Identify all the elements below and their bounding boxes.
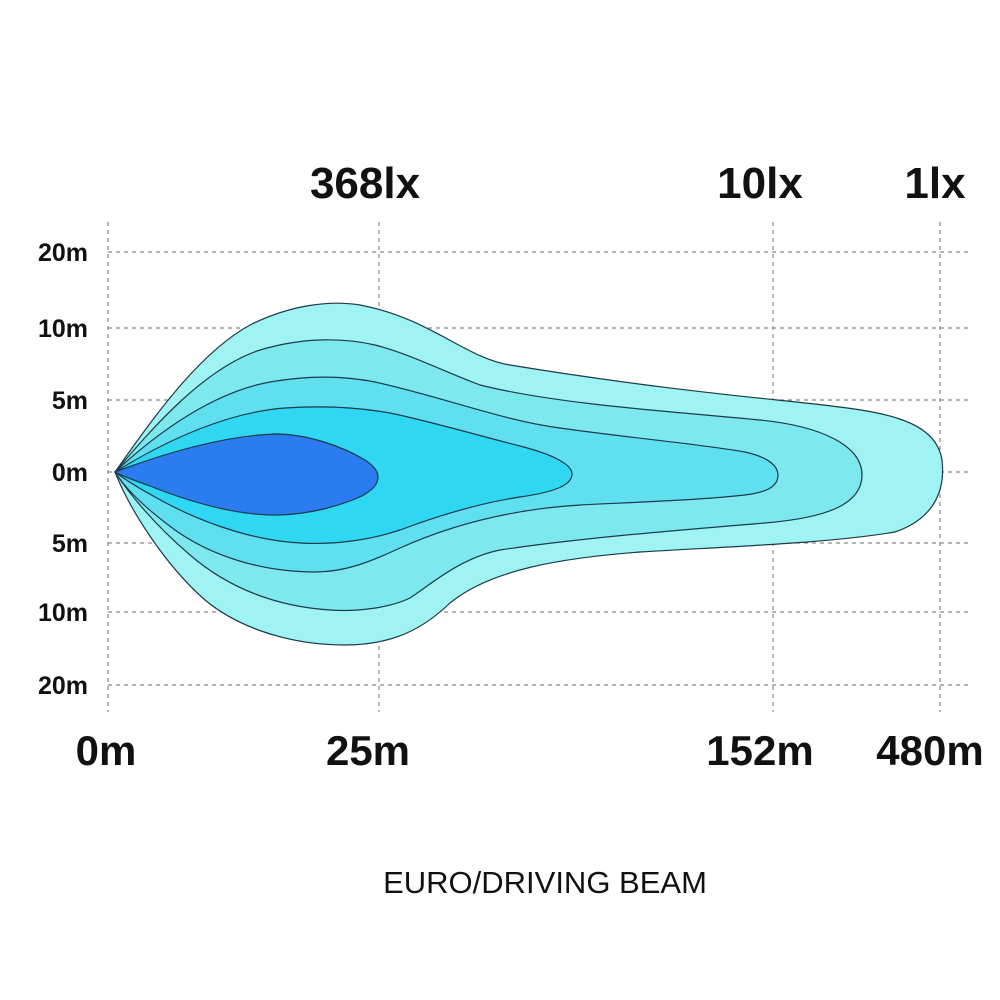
beam-zones <box>113 302 944 646</box>
diagram-caption: EURO/DRIVING BEAM <box>383 865 707 900</box>
side-label-bottom-5: 5m <box>52 530 88 558</box>
distance-label-25m: 25m <box>326 727 410 774</box>
lux-label-1: 1lx <box>904 159 966 208</box>
side-labels: 20m 10m 5m 0m 5m 10m 20m <box>38 239 88 700</box>
side-label-top-5: 5m <box>52 387 88 415</box>
side-label-top-20: 20m <box>38 239 88 267</box>
side-label-center: 0m <box>52 459 88 487</box>
lux-label-368: 368lx <box>310 159 421 208</box>
distance-label-152m: 152m <box>706 727 813 774</box>
side-label-bottom-20: 20m <box>38 672 88 700</box>
distance-label-0m: 0m <box>76 727 137 774</box>
beam-zone-368lx <box>113 433 379 516</box>
distance-label-480m: 480m <box>876 727 983 774</box>
side-label-top-10: 10m <box>38 315 88 343</box>
side-label-bottom-10: 10m <box>38 599 88 627</box>
lux-label-10: 10lx <box>717 159 803 208</box>
